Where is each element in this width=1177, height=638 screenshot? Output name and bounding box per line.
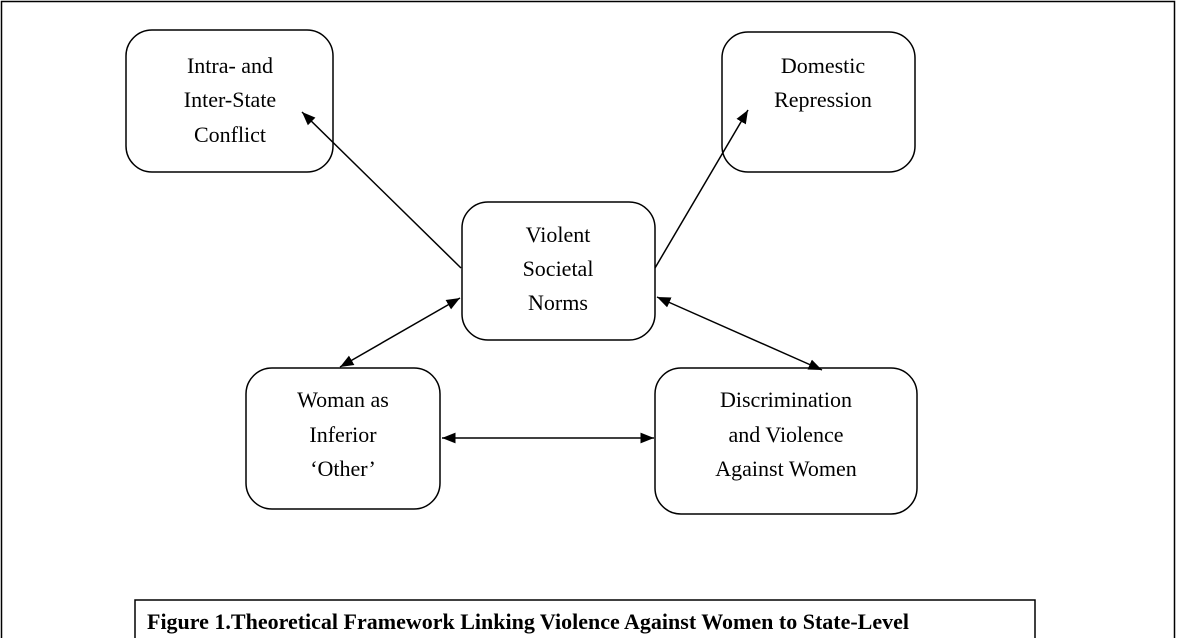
node-label: Intra- and <box>187 53 273 78</box>
node-box <box>125 29 334 173</box>
node-label: Conflict <box>194 122 266 147</box>
node-box <box>461 201 656 341</box>
arrow <box>656 296 823 371</box>
caption-box <box>134 599 1036 638</box>
caption: Figure 1.Theoretical Framework Linking V… <box>147 609 909 634</box>
node-label: Repression <box>774 87 872 112</box>
arrow <box>654 109 749 269</box>
node-label: Discrimination <box>720 387 852 412</box>
node-label: and Violence <box>729 422 844 447</box>
node-label: Against Women <box>715 456 856 481</box>
node-label: ‘Other’ <box>310 456 376 481</box>
arrow <box>301 111 462 269</box>
node-label: Inferior <box>309 422 377 447</box>
node-label: Woman as <box>297 387 389 412</box>
node-box <box>721 31 916 173</box>
arrow <box>339 297 461 368</box>
node-label: Domestic <box>781 53 866 78</box>
node-label: Violent <box>526 222 591 247</box>
node-label: Norms <box>528 290 588 315</box>
node-label: Inter-State <box>184 87 276 112</box>
node-box <box>245 367 441 510</box>
node-label: Societal <box>523 256 594 281</box>
